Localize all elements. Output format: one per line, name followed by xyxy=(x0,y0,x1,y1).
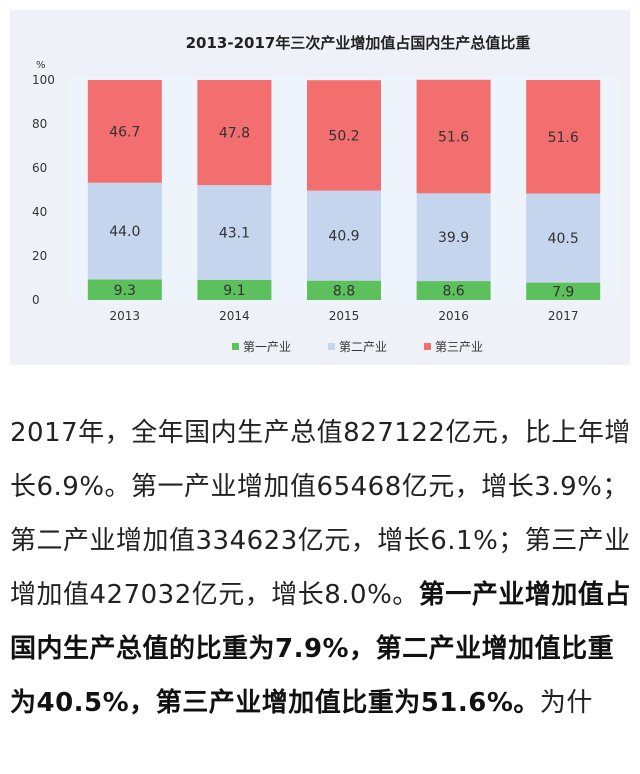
data-label: 7.9 xyxy=(552,284,574,300)
legend-label: 第二产业 xyxy=(339,340,387,354)
chart-card: 2013-2017年三次产业增加值占国内生产总值比重% 0 20 40 60 80 100 9… xyxy=(10,10,630,365)
data-label: 47.8 xyxy=(219,126,250,142)
bar-segment-1 xyxy=(87,182,162,280)
y-tick-label: 40 xyxy=(32,205,47,219)
bar-segment-2 xyxy=(87,80,162,183)
y-tick-label: 20 xyxy=(32,249,47,263)
article-paragraph-bold: 第一产业增加值占国内生产总值的比重为7.9%，第二产业增加值比重为40.5%，第… xyxy=(10,580,631,718)
data-label: 8.8 xyxy=(333,283,355,299)
data-label: 9.3 xyxy=(114,283,136,299)
data-label: 9.1 xyxy=(223,283,245,299)
x-tick-label: 2015 xyxy=(329,309,360,323)
bar-segment-2 xyxy=(307,80,381,191)
bar-segment-0 xyxy=(526,282,601,300)
x-tick-label: 2013 xyxy=(110,309,141,323)
bar-segment-0 xyxy=(87,279,162,300)
bar-segment-1 xyxy=(526,193,601,283)
data-label: 39.9 xyxy=(438,230,469,246)
data-label: 44.0 xyxy=(109,224,140,240)
data-label: 51.6 xyxy=(548,130,579,146)
legend-swatch xyxy=(424,343,431,350)
x-tick-label: 2014 xyxy=(219,309,250,323)
article-text: 2017年，全年国内生产总值827122亿元，比上年增长6.9%。第一产业增加值… xyxy=(10,406,636,730)
legend-swatch xyxy=(328,343,335,350)
data-label: 40.5 xyxy=(548,231,579,247)
data-label: 43.1 xyxy=(219,226,250,242)
article-paragraph-tail: 为什 xyxy=(539,688,593,718)
x-tick-label: 2016 xyxy=(438,309,469,323)
y-tick-label: 60 xyxy=(32,161,47,175)
legend-label: 第一产业 xyxy=(243,340,291,354)
data-label: 46.7 xyxy=(109,124,140,140)
stacked-bar-chart: 2013-2017年三次产业增加值占国内生产总值比重% 0 20 40 60 80 100 9… xyxy=(32,34,618,354)
data-label: 8.6 xyxy=(442,284,464,300)
legend-swatch xyxy=(232,343,239,350)
x-tick-label: 2017 xyxy=(548,309,579,323)
bar-segment-1 xyxy=(197,185,272,280)
chart-title: 2013-2017年三次产业增加值占国内生产总值比重 xyxy=(186,34,531,52)
legend-label: 第三产业 xyxy=(435,340,483,354)
bar-segment-1 xyxy=(307,190,381,281)
y-tick-label: 80 xyxy=(32,117,47,131)
y-axis-unit-label: % xyxy=(36,60,46,71)
bar-segment-2 xyxy=(197,80,272,186)
data-label: 51.6 xyxy=(438,130,469,146)
bar-segment-2 xyxy=(416,79,491,194)
data-label: 40.9 xyxy=(328,229,359,245)
bar-segment-1 xyxy=(416,193,491,282)
y-tick-label: 0 xyxy=(32,293,40,307)
bar-segment-0 xyxy=(197,279,272,300)
bar-segment-2 xyxy=(526,80,601,194)
bar-segment-0 xyxy=(416,281,491,300)
data-label: 50.2 xyxy=(328,128,359,144)
y-tick-label: 100 xyxy=(32,73,55,87)
bar-segment-0 xyxy=(307,280,381,300)
article-paragraph-plain: 2017年，全年国内生产总值827122亿元，比上年增长6.9%。第一产业增加值… xyxy=(10,418,631,610)
